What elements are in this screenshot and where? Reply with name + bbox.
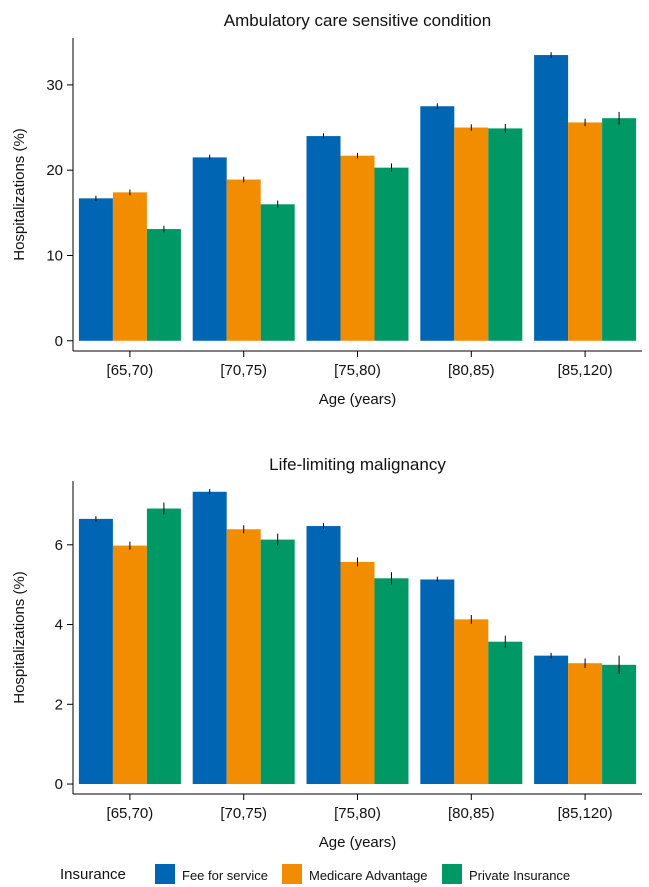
legend-swatch-private-insurance (442, 864, 462, 884)
y-tick-label: 2 (55, 696, 63, 713)
y-tick-label: 30 (46, 77, 63, 94)
y-tick-label: 10 (46, 247, 63, 264)
x-tick-label: [85,120) (558, 805, 613, 822)
bar-private-insurance-1 (260, 539, 295, 785)
bar-medicare-advantage-0 (112, 192, 147, 341)
x-tick-label: [65,70) (107, 362, 154, 379)
bar-fee-for-service-0 (78, 518, 113, 785)
bar-private-insurance-4 (602, 664, 637, 785)
bar-fee-for-service-4 (534, 655, 569, 785)
bar-medicare-advantage-3 (454, 619, 489, 785)
chart-title: Life-limiting malignancy (269, 455, 446, 474)
bar-medicare-advantage-0 (112, 545, 147, 785)
x-tick-label: [80,85) (448, 362, 495, 379)
bar-fee-for-service-0 (78, 198, 113, 341)
chart-title: Ambulatory care sensitive condition (224, 11, 491, 30)
x-axis-label: Age (years) (319, 834, 397, 851)
bar-private-insurance-2 (374, 578, 409, 785)
y-tick-label: 4 (55, 617, 63, 634)
x-tick-label: [70,75) (220, 362, 267, 379)
bar-medicare-advantage-1 (226, 529, 261, 785)
x-tick-label: [65,70) (107, 805, 154, 822)
bar-fee-for-service-2 (306, 526, 341, 785)
bar-fee-for-service-4 (534, 55, 569, 341)
legend-label-medicare-advantage: Medicare Advantage (309, 868, 428, 883)
bar-private-insurance-0 (146, 229, 181, 341)
legend-label-private-insurance: Private Insurance (469, 868, 570, 883)
x-tick-label: [85,120) (558, 362, 613, 379)
legend-swatch-fee-for-service (155, 864, 175, 884)
bar-medicare-advantage-4 (568, 663, 603, 785)
bar-private-insurance-0 (146, 508, 181, 785)
legend-label-fee-for-service: Fee for service (182, 868, 268, 883)
y-tick-label: 20 (46, 162, 63, 179)
bar-private-insurance-3 (488, 128, 523, 341)
bar-fee-for-service-3 (420, 106, 455, 341)
y-tick-label: 0 (55, 333, 63, 350)
bar-medicare-advantage-2 (340, 155, 375, 341)
x-axis-label: Age (years) (319, 391, 397, 408)
x-tick-label: [75,80) (334, 805, 381, 822)
x-tick-label: [70,75) (220, 805, 267, 822)
y-tick-label: 0 (55, 776, 63, 793)
bar-fee-for-service-3 (420, 579, 455, 785)
legend-swatch-medicare-advantage (282, 864, 302, 884)
bar-medicare-advantage-1 (226, 179, 261, 341)
y-axis-label: Hospitalizations (%) (11, 571, 28, 704)
legend-title: Insurance (60, 866, 126, 883)
bar-fee-for-service-2 (306, 136, 341, 341)
legend: Insurance Fee for service Medicare Advan… (60, 864, 570, 884)
x-tick-label: [75,80) (334, 362, 381, 379)
bar-medicare-advantage-2 (340, 561, 375, 785)
bar-private-insurance-2 (374, 167, 409, 341)
bar-fee-for-service-1 (192, 491, 227, 785)
bar-private-insurance-3 (488, 641, 523, 785)
bar-medicare-advantage-3 (454, 127, 489, 341)
bar-medicare-advantage-4 (568, 122, 603, 341)
bar-private-insurance-1 (260, 204, 295, 341)
bar-fee-for-service-1 (192, 157, 227, 341)
x-tick-label: [80,85) (448, 805, 495, 822)
y-tick-label: 6 (55, 537, 63, 554)
y-axis-label: Hospitalizations (%) (11, 128, 28, 261)
chart-ambulatory-care: Ambulatory care sensitive condition 0 10 20… (11, 11, 642, 408)
bar-private-insurance-4 (602, 118, 637, 341)
chart-life-limiting-malignancy: Life-limiting malignancy 0 2 4 6 [65,70) [70,7… (11, 455, 642, 851)
